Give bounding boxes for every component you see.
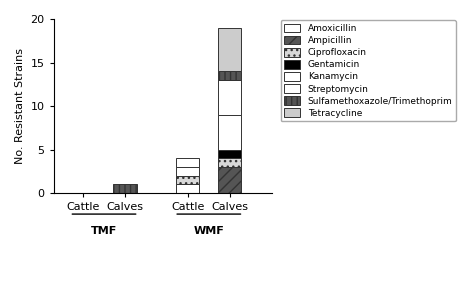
Bar bbox=[218, 80, 241, 115]
Bar bbox=[176, 176, 200, 184]
Bar bbox=[176, 184, 200, 193]
Text: TMF: TMF bbox=[91, 226, 117, 236]
Text: WMF: WMF bbox=[193, 226, 224, 236]
Bar bbox=[218, 71, 241, 80]
Bar bbox=[218, 115, 241, 150]
Bar bbox=[113, 184, 137, 193]
Bar bbox=[218, 158, 241, 167]
Bar bbox=[176, 158, 200, 167]
Y-axis label: No. Resistant Strains: No. Resistant Strains bbox=[15, 48, 25, 164]
Bar bbox=[218, 150, 241, 158]
Legend: Amoxicillin, Ampicillin, Ciprofloxacin, Gentamicin, Kanamycin, Streptomycin, Sul: Amoxicillin, Ampicillin, Ciprofloxacin, … bbox=[281, 20, 456, 122]
Bar bbox=[218, 28, 241, 71]
Bar bbox=[176, 167, 200, 176]
Bar bbox=[218, 167, 241, 193]
